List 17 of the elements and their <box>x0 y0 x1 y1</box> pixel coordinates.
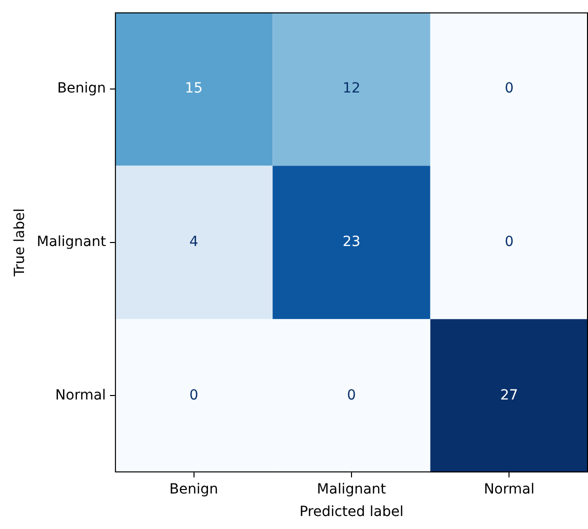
data-label: 0 <box>504 80 514 97</box>
y-tick-label: Benign <box>57 80 106 97</box>
x-axis-title: Predicted label <box>299 504 404 520</box>
y-tick-label: Malignant <box>36 234 106 250</box>
y-axis-title: True label <box>12 208 28 278</box>
x-tick-label: Malignant <box>316 481 387 498</box>
x-tick-label: Normal <box>484 481 534 498</box>
y-tick-label: Normal <box>55 387 106 404</box>
data-label: 15 <box>184 80 203 97</box>
data-label: 0 <box>189 387 198 404</box>
data-label: 23 <box>342 234 360 250</box>
data-label: 4 <box>189 234 198 250</box>
data-label: 27 <box>500 387 518 404</box>
data-label: 12 <box>342 80 360 97</box>
data-label: 0 <box>504 234 514 250</box>
x-tick-label: Benign <box>169 481 218 498</box>
data-label: 0 <box>347 387 356 404</box>
